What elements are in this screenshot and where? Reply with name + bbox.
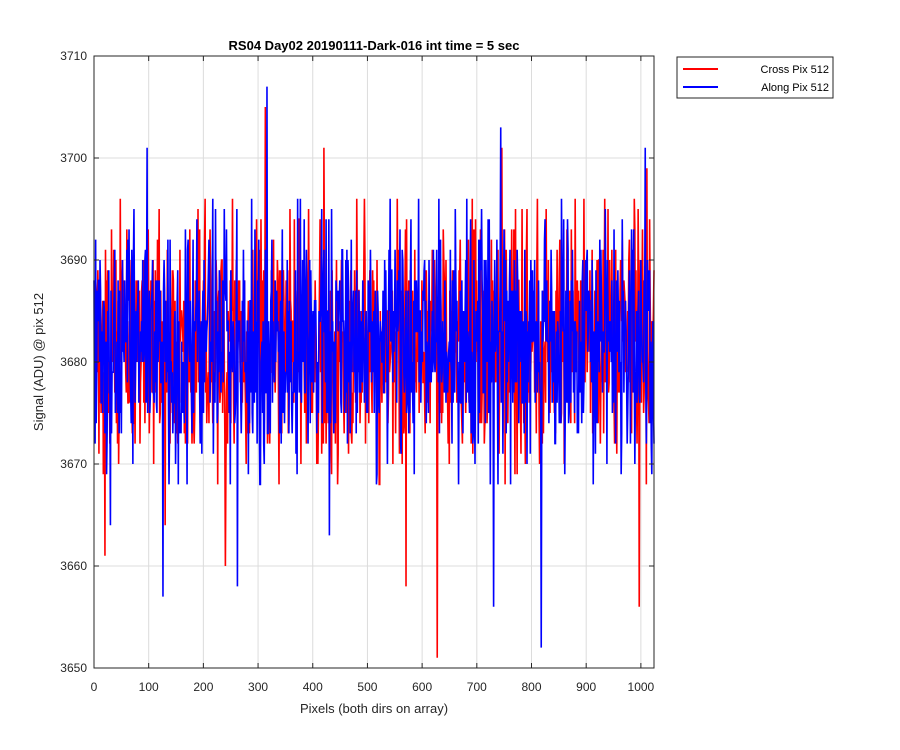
y-tick-label: 3680 [60, 355, 87, 369]
x-tick-label: 100 [139, 680, 159, 694]
y-tick-label: 3710 [60, 49, 87, 63]
y-tick-label: 3650 [60, 661, 87, 675]
legend-box [676, 56, 834, 99]
ticks: 0 100 200 300 400 500 600 700 800 900 1000 3650 3660… [60, 49, 654, 694]
x-tick-label: 900 [576, 680, 596, 694]
x-tick-label: 300 [248, 680, 268, 694]
legend-entry-along: Along Pix 512 [761, 82, 829, 94]
y-axis-label: Signal (ADU) @ pix 512 [31, 293, 46, 431]
x-tick-label: 800 [521, 680, 541, 694]
chart-title: RS04 Day02 20190111-Dark-016 int time = … [229, 38, 520, 53]
y-tick-label: 3690 [60, 253, 87, 267]
series-layer [93, 86, 655, 658]
x-tick-label: 600 [412, 680, 432, 694]
x-tick-label: 500 [357, 680, 377, 694]
x-tick-label: 1000 [628, 680, 655, 694]
x-tick-label: 200 [193, 680, 213, 694]
y-tick-label: 3670 [60, 457, 87, 471]
series-along-line [93, 86, 655, 648]
y-tick-label: 3660 [60, 559, 87, 573]
x-tick-label: 700 [467, 680, 487, 694]
x-tick-label: 400 [303, 680, 323, 694]
legend-entry-cross: Cross Pix 512 [761, 64, 829, 76]
x-tick-label: 0 [91, 680, 98, 694]
x-axis-label: Pixels (both dirs on array) [300, 701, 448, 716]
y-tick-label: 3700 [60, 151, 87, 165]
legend: Cross Pix 512 Along Pix 512 [676, 56, 834, 99]
